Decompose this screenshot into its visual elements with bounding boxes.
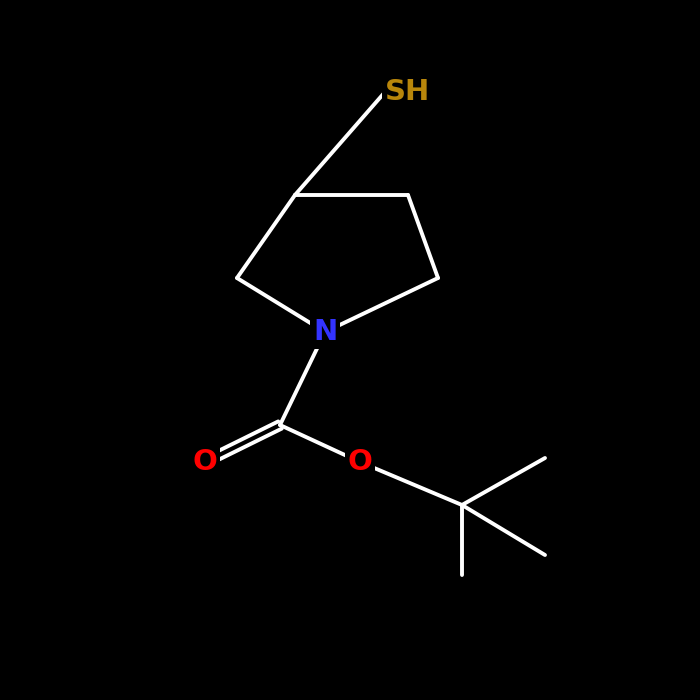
Text: SH: SH xyxy=(385,78,430,106)
Text: N: N xyxy=(313,318,337,346)
Text: O: O xyxy=(193,448,218,476)
Text: O: O xyxy=(348,448,372,476)
